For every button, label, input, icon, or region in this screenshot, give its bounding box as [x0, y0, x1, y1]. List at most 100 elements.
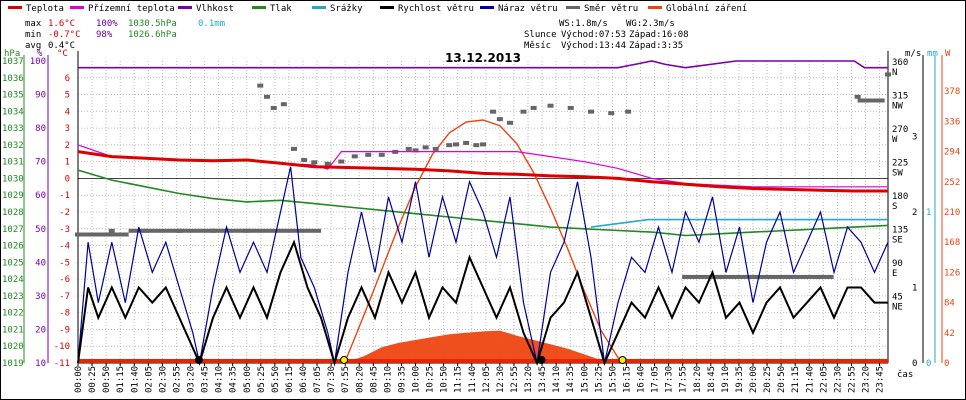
direction-compass-label: E: [892, 269, 897, 279]
legend-label: Srážky: [330, 4, 363, 14]
temp-tick-label: 3: [65, 124, 70, 134]
pressure-tick-label: 1022: [2, 309, 24, 319]
temp-tick-label: -5: [59, 258, 70, 268]
wind-direction-mark: [365, 152, 372, 157]
direction-tick-label: 315: [892, 92, 908, 102]
x-tick-label: 15:50: [608, 366, 618, 393]
direction-tick-label: 270: [892, 125, 908, 135]
wind-direction-mark: [625, 109, 632, 114]
wind-direction-mark: [291, 146, 297, 151]
x-tick-label: 12:30: [496, 366, 506, 393]
pressure-tick-label: 1033: [2, 124, 24, 134]
info-moon-label: Měsíc: [524, 41, 551, 51]
wind-direction-mark: [422, 145, 429, 150]
x-tick-label: 00:50: [102, 366, 112, 393]
direction-tick-label: 90: [892, 259, 903, 269]
pressure-tick-label: 1026: [2, 242, 24, 252]
rain-tick-label: 1: [926, 208, 931, 218]
x-tick-label: 15:25: [594, 366, 604, 393]
unit-hpa: hPa: [4, 49, 20, 59]
radiation-tick-label: 336: [944, 117, 960, 127]
wind-direction-mark: [280, 102, 287, 107]
humidity-tick-label: 10: [35, 359, 46, 369]
x-tick-label: 02:30: [158, 366, 168, 393]
x-tick-label: 14:35: [566, 366, 576, 393]
legend-label: Rychlost větru: [398, 4, 474, 14]
x-tick-label: 19:35: [735, 366, 745, 393]
series-layer: [75, 60, 891, 367]
stats-max-temp: 1.6°C: [48, 19, 75, 29]
x-tick-label: 07:05: [313, 366, 323, 393]
humidity-tick-label: 70: [35, 158, 46, 168]
temp-tick-label: -1: [59, 191, 70, 201]
pressure-tick-label: 1028: [2, 208, 24, 218]
legend-label: Teplota: [26, 4, 64, 14]
x-tick-label: 07:30: [327, 366, 337, 393]
unit-w: W: [945, 49, 951, 59]
radiation-theoretical-line: [343, 119, 622, 364]
pressure-tick-label: 1031: [2, 158, 24, 168]
legend-swatch: [312, 6, 326, 9]
wind-direction-mark: [257, 83, 264, 88]
x-tick-label: 14:10: [552, 366, 562, 393]
pressure-tick-label: 1027: [2, 225, 24, 235]
info-moon-rise: Východ:13:44: [561, 41, 626, 51]
x-tick-label: 03:45: [201, 366, 211, 393]
temp-tick-label: -3: [59, 225, 70, 235]
wind-direction-mark: [567, 105, 574, 110]
x-tick-label: 23:45: [876, 366, 886, 393]
wind-direction-segment: [682, 274, 831, 279]
pressure-tick-label: 1020: [2, 342, 24, 352]
wind-direction-mark: [301, 158, 308, 163]
legend-swatch: [380, 6, 394, 9]
pressure-tick-label: 1034: [2, 107, 24, 117]
x-tick-label: 09:35: [397, 366, 407, 393]
info-sun-rise: Východ:07:53: [561, 30, 626, 40]
pressure-tick-label: 1029: [2, 191, 24, 201]
x-tick-label: 17:30: [665, 366, 675, 393]
temp-tick-label: -11: [54, 359, 70, 369]
legend: Teplota Přízemní teplota Vlhkost Tlak Srážky…: [8, 4, 747, 14]
direction-compass-label: N: [892, 68, 897, 78]
pressure-tick-label: 1025: [2, 258, 24, 268]
x-tick-label: 10:25: [426, 366, 436, 393]
humidity-tick-label: 60: [35, 191, 46, 201]
info-moon-set: Západ:3:35: [629, 41, 683, 51]
wind-tick-label: 0: [912, 359, 917, 369]
stats-max-hum: 100%: [96, 19, 118, 29]
legend-swatch: [252, 6, 266, 9]
wind-direction-segment: [128, 228, 321, 233]
legend-label: Globální záření: [666, 4, 747, 14]
direction-compass-label: SE: [892, 236, 903, 246]
stats-min-press: 1026.6hPa: [128, 30, 177, 40]
x-tick-label: 16:40: [637, 366, 647, 393]
temp-tick-label: 0: [65, 174, 70, 184]
x-tick-label: 02:55: [172, 366, 182, 393]
info-block: WS:1.8m/s WG:2.3m/s Slunce Východ:07:53 …: [524, 19, 689, 51]
radiation-tick-label: 252: [944, 178, 960, 188]
rain-line: [590, 218, 888, 228]
pressure-tick-label: 1030: [2, 174, 24, 184]
x-tick-label: 21:15: [791, 366, 801, 393]
temp-tick-label: -2: [59, 208, 70, 218]
wind-direction-mark: [270, 105, 277, 110]
legend-swatch: [566, 6, 580, 9]
x-tick-label: 22:30: [833, 366, 843, 393]
x-tick-label: 15:00: [580, 366, 590, 393]
wind-direction-mark: [412, 148, 419, 153]
stats-min-label: min: [25, 30, 41, 40]
radiation-tick-label: 378: [944, 87, 960, 97]
x-tick-label: 03:20: [187, 366, 197, 393]
temp-tick-label: -10: [54, 342, 70, 352]
wind-direction-mark: [108, 228, 115, 233]
x-tick-label: 18:20: [693, 366, 703, 393]
x-tick-label: 16:15: [622, 366, 632, 393]
direction-compass-label: NE: [892, 303, 903, 313]
wind-direction-mark: [480, 142, 486, 147]
temp-tick-label: -6: [59, 275, 70, 285]
unit-pct: %: [37, 49, 43, 59]
x-tick-label: 05:50: [271, 366, 281, 393]
pressure-tick-label: 1037: [2, 57, 24, 67]
